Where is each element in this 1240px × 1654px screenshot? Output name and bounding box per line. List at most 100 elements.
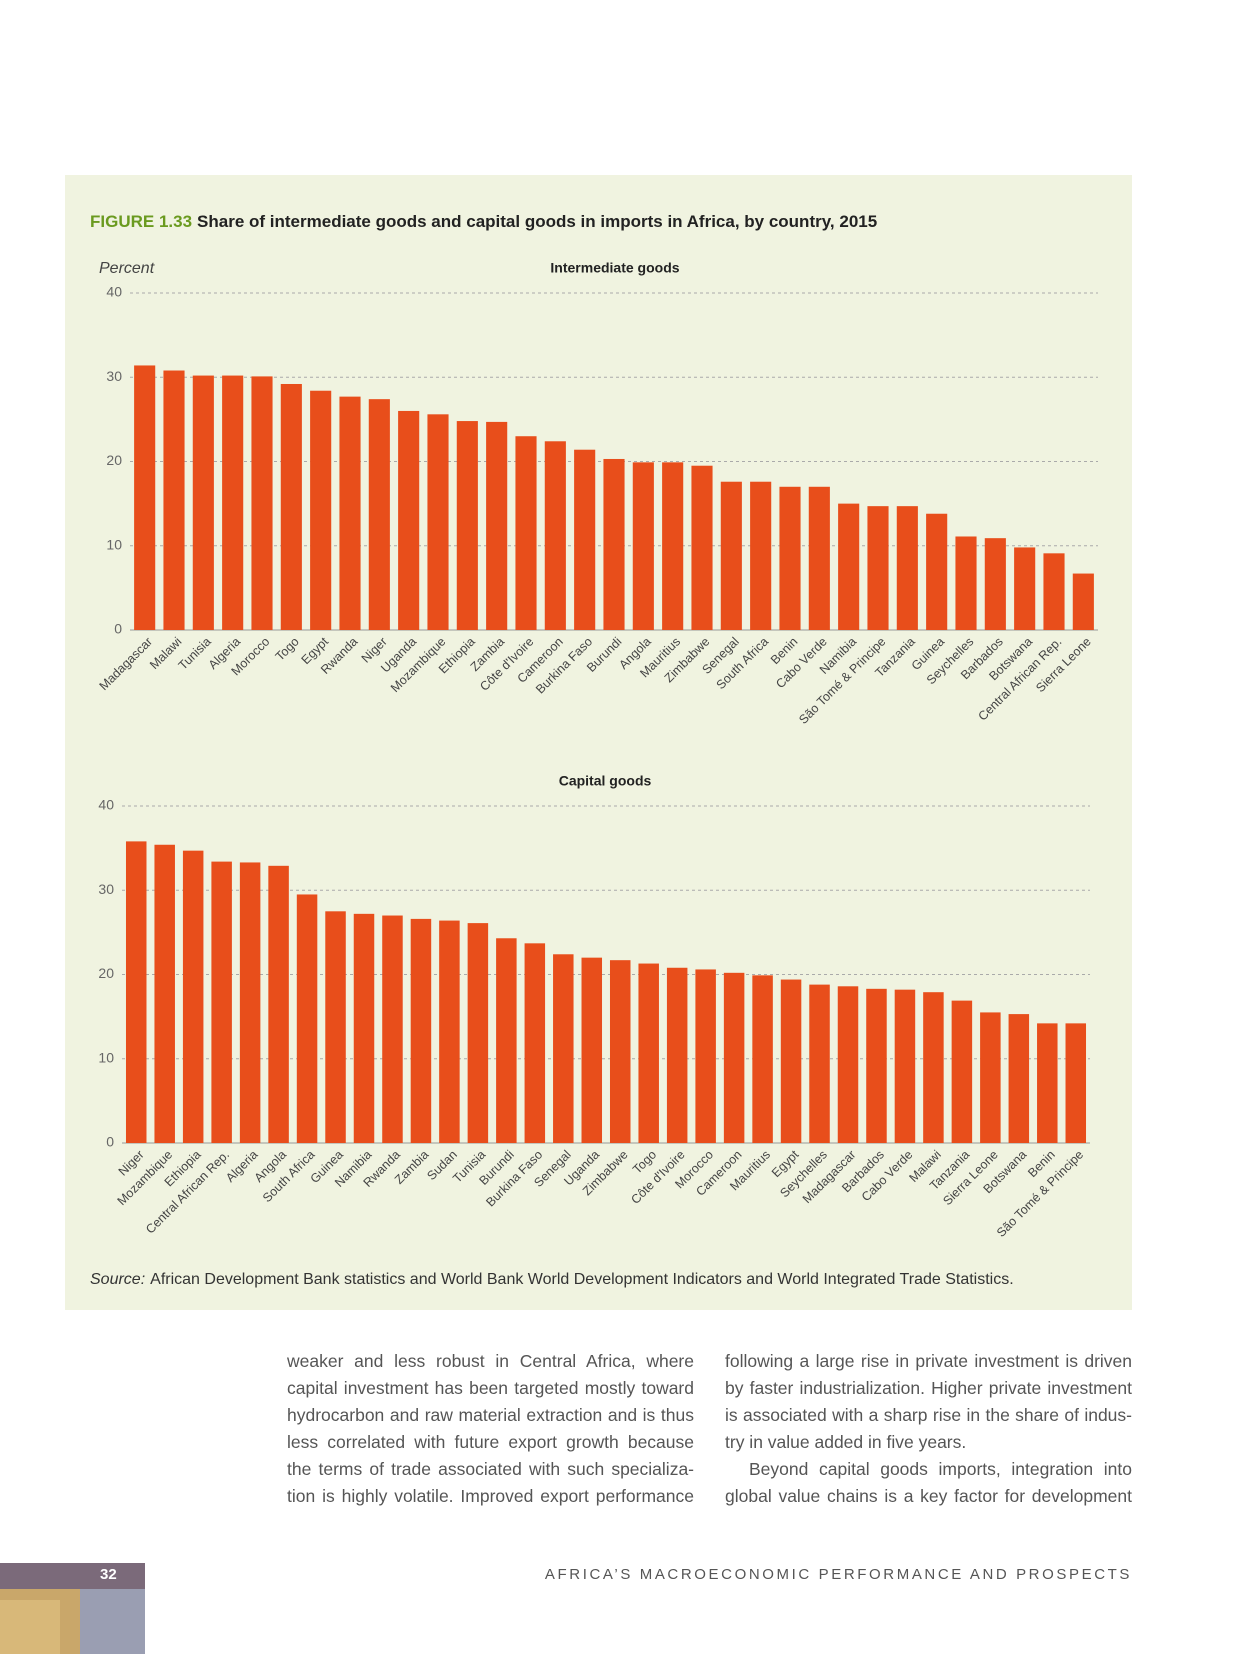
bar	[720, 481, 742, 630]
bar	[382, 915, 403, 1143]
running-title: AFRICA’S MACROECONOMIC PERFORMANCE AND P…	[544, 1566, 1132, 1583]
y-tick-label: 40	[106, 284, 122, 300]
y-tick-label: 0	[106, 1134, 114, 1150]
bar	[310, 390, 332, 630]
figure-label: FIGURE 1.33	[90, 212, 192, 231]
bar	[581, 957, 603, 1143]
text-line: Beyond capital goods imports, integratio…	[749, 1459, 1132, 1479]
bar	[427, 414, 449, 630]
bar	[1014, 547, 1036, 630]
bar	[632, 462, 654, 630]
bar	[1043, 553, 1065, 630]
source-label: Source:	[90, 1271, 145, 1288]
bar	[515, 436, 537, 630]
bar	[866, 988, 887, 1143]
figure-heading: FIGURE 1.33 Share of intermediate goods a…	[90, 212, 877, 231]
bar	[609, 960, 631, 1143]
bar	[182, 850, 204, 1143]
y-tick-label: 10	[106, 536, 122, 552]
text-line: tion is highly volatile. Improved export…	[287, 1486, 694, 1506]
bar	[325, 911, 346, 1143]
y-tick-label: 20	[98, 965, 114, 981]
bar	[467, 923, 489, 1143]
bar	[222, 375, 244, 630]
bar	[439, 920, 460, 1143]
bar	[980, 1012, 1001, 1143]
y-tick-label: 40	[98, 797, 114, 813]
bar	[603, 458, 625, 630]
bar	[780, 979, 802, 1143]
bar	[662, 462, 684, 630]
bar	[353, 913, 375, 1143]
text-line: by faster industrialization. Higher priv…	[725, 1378, 1132, 1398]
bar	[695, 969, 716, 1143]
bar	[1072, 573, 1094, 630]
bar	[524, 943, 546, 1143]
bar	[368, 399, 390, 630]
text-line: the terms of trade associated with such …	[287, 1459, 694, 1479]
bar	[544, 441, 566, 630]
y-axis-label: Percent	[99, 260, 155, 277]
bar	[894, 989, 916, 1143]
tab-texture	[0, 1600, 60, 1654]
bar	[955, 536, 977, 630]
y-tick-label: 30	[98, 881, 114, 897]
bar	[496, 938, 517, 1143]
bar	[251, 376, 273, 630]
bar	[410, 918, 432, 1143]
text-column: following a large rise in private invest…	[725, 1348, 1132, 1510]
bar	[553, 954, 574, 1143]
bar	[280, 383, 302, 630]
bar	[923, 992, 944, 1143]
text-line: capital investment has been targeted mos…	[287, 1378, 694, 1398]
y-tick-label: 30	[106, 368, 122, 384]
bar	[752, 975, 773, 1143]
bar	[896, 506, 918, 630]
page-number: 32	[100, 1566, 117, 1583]
bar	[926, 513, 948, 630]
text-line: hydrocarbon and raw material extraction …	[287, 1405, 694, 1425]
page-tab	[0, 1563, 145, 1654]
bar	[1037, 1023, 1058, 1143]
bar	[125, 841, 147, 1143]
figure-title: Share of intermediate goods and capital …	[197, 212, 877, 231]
bar	[1008, 1014, 1030, 1143]
bar	[192, 375, 214, 630]
source-text: African Development Bank statistics and …	[150, 1271, 1014, 1288]
bar	[574, 449, 596, 630]
bar	[723, 972, 745, 1143]
bar	[838, 503, 860, 630]
bar	[809, 984, 830, 1143]
bar	[837, 986, 859, 1143]
bar	[691, 465, 713, 630]
bar	[867, 506, 889, 630]
chart-title: Capital goods	[559, 773, 652, 789]
bar	[666, 967, 688, 1143]
bar	[808, 486, 830, 630]
text-line: following a large rise in private invest…	[725, 1351, 1132, 1371]
text-line: is associated with a sharp rise in the s…	[725, 1405, 1132, 1425]
bar	[154, 844, 175, 1143]
text-line: try in value added in five years.	[725, 1432, 967, 1452]
bar	[268, 865, 289, 1143]
y-tick-label: 20	[106, 452, 122, 468]
bar	[984, 538, 1006, 630]
bar	[296, 894, 318, 1143]
bar	[779, 486, 801, 630]
text-line: less correlated with future export growt…	[287, 1432, 694, 1452]
y-tick-label: 0	[114, 621, 122, 637]
bar	[163, 370, 185, 630]
text-line: global value chains is a key factor for …	[725, 1486, 1132, 1506]
bar	[486, 421, 508, 630]
bar	[750, 481, 772, 630]
bar	[951, 1000, 973, 1143]
bar	[456, 421, 478, 630]
bar	[134, 365, 156, 630]
bar	[638, 963, 659, 1143]
text-column: weaker and less robust in Central Africa…	[287, 1348, 694, 1510]
tab-texture	[80, 1589, 145, 1654]
chart-title: Intermediate goods	[550, 260, 679, 276]
bar	[398, 410, 420, 630]
bar	[339, 396, 361, 630]
